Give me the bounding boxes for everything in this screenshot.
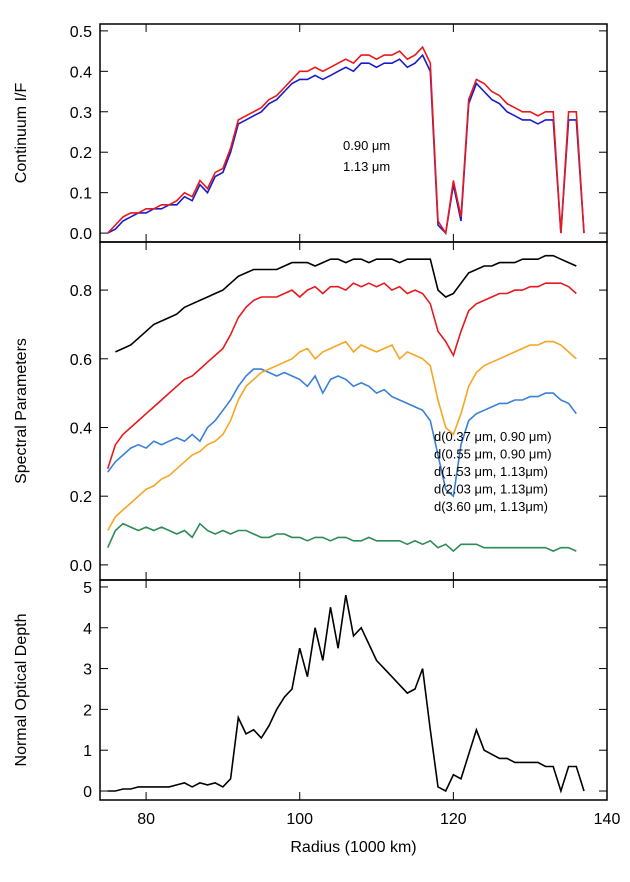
y-tick-label: 4 — [83, 621, 92, 638]
y-tick-label: 3 — [83, 662, 92, 679]
legend-entry: d(1.53 μm, 1.13μm) — [434, 464, 548, 479]
series-line — [106, 522, 577, 553]
y-tick-label: 0 — [83, 784, 92, 801]
y-tick-label: 5 — [83, 580, 92, 597]
legend-entry: d(3.60 μm, 1.13μm) — [434, 499, 548, 514]
y-tick-label: 0.8 — [70, 283, 92, 300]
x-tick-label: 100 — [286, 811, 313, 828]
y-axis-label: Normal Optical Depth — [13, 614, 30, 767]
y-tick-label: 0.4 — [70, 420, 92, 437]
plot-frame — [99, 23, 608, 243]
y-tick-label: 0.5 — [70, 24, 92, 41]
series-line — [115, 254, 577, 353]
series-line — [107, 340, 577, 531]
x-tick-label: 120 — [440, 811, 467, 828]
y-tick-label: 0.6 — [70, 352, 92, 369]
y-tick-label: 1 — [83, 743, 92, 760]
plot-frame — [99, 579, 608, 801]
legend-entry: d(2.03 μm, 1.13μm) — [434, 482, 548, 497]
y-tick-label: 2 — [83, 702, 92, 719]
y-tick-label: 0.1 — [70, 186, 92, 203]
legend-entry: d(0.55 μm, 0.90 μm) — [434, 447, 552, 462]
y-tick-label: 0.4 — [70, 64, 92, 81]
x-tick-label: 80 — [137, 811, 155, 828]
y-axis-label: Continuum I/F — [13, 83, 30, 184]
x-axis-label: Radius (1000 km) — [290, 839, 416, 856]
series-line — [107, 594, 585, 794]
series-line — [106, 282, 577, 469]
y-tick-label: 0.0 — [70, 226, 92, 243]
legend-entry: 1.13 μm — [343, 159, 390, 174]
series-line — [107, 368, 577, 498]
legend-entry: d(0.37 μm, 0.90 μm) — [434, 429, 552, 444]
y-tick-label: 0.0 — [70, 558, 92, 575]
x-tick-label: 140 — [594, 811, 621, 828]
plot-frame — [99, 241, 608, 581]
y-tick-label: 0.2 — [70, 489, 92, 506]
legend-entry: 0.90 μm — [343, 138, 390, 153]
y-axis-label: Spectral Parameters — [13, 338, 30, 484]
y-tick-label: 0.2 — [70, 145, 92, 162]
series-line — [107, 53, 585, 235]
series-line — [107, 45, 585, 236]
y-tick-label: 0.3 — [70, 105, 92, 122]
